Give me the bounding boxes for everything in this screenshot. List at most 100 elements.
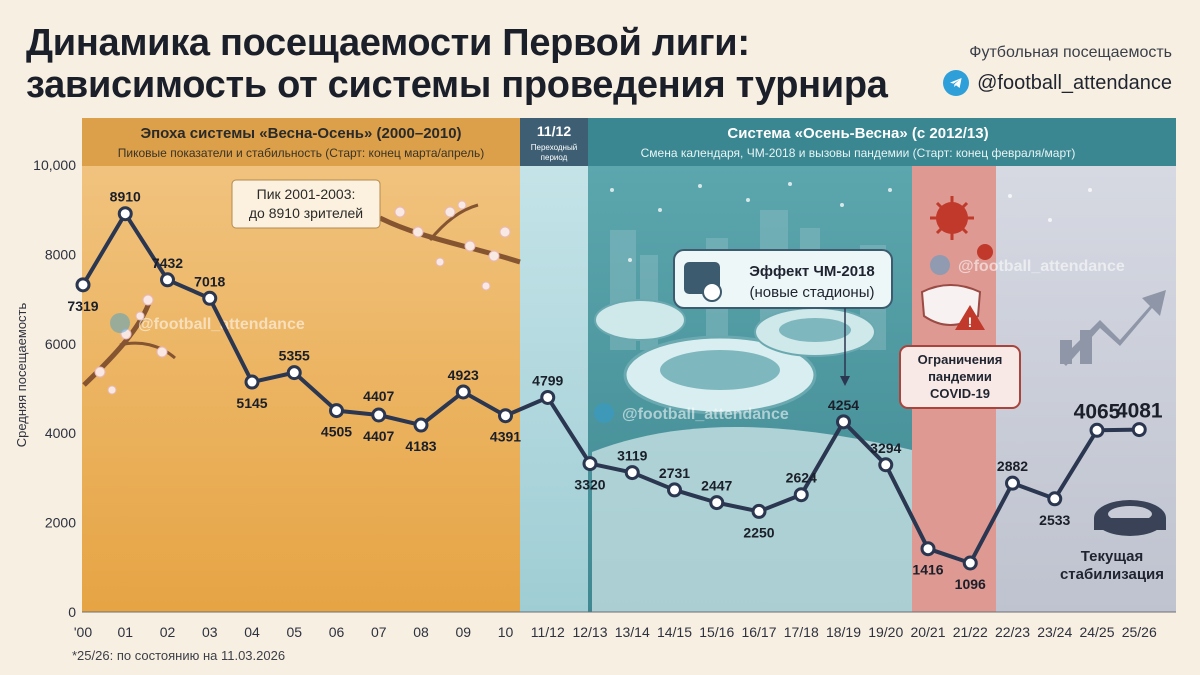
- data-point: [793, 487, 809, 503]
- data-label: 4923: [448, 367, 479, 383]
- title-line-2: зависимость от системы проведения турнир…: [26, 64, 888, 106]
- data-point: [371, 407, 387, 423]
- data-point: [878, 457, 894, 473]
- data-point: [962, 555, 978, 571]
- x-tick-label: 11/12: [531, 624, 565, 640]
- x-tick-label: 07: [371, 624, 387, 640]
- footnote: *25/26: по состоянию на 11.03.2026: [72, 648, 286, 663]
- era-subtitle-autumn-spring: Смена календаря, ЧМ-2018 и вызовы пандем…: [641, 146, 1076, 160]
- x-tick-label: 03: [202, 624, 218, 640]
- data-label: 4505: [321, 424, 352, 440]
- peak-callout-line-2: до 8910 зрителей: [249, 205, 363, 221]
- covid-callout: Ограничения пандемии COVID-19: [899, 345, 1021, 409]
- data-label: 5355: [279, 348, 310, 364]
- svg-text:!: !: [968, 314, 973, 330]
- x-tick-label: 14/15: [657, 624, 692, 640]
- era-band-current: [996, 166, 1176, 612]
- era-header-transition: [520, 118, 588, 166]
- data-point: [709, 495, 725, 511]
- data-label: 7432: [152, 255, 183, 271]
- data-point: [582, 456, 598, 472]
- stadium-small-icon: [1094, 500, 1166, 536]
- y-tick-label: 6000: [45, 336, 76, 352]
- era-subtitle-transition-1: Переходный: [531, 143, 577, 152]
- x-tick-label: 18/19: [826, 624, 861, 640]
- y-axis-label: Средняя посещаемость: [14, 302, 29, 447]
- x-tick-label: 10: [498, 624, 514, 640]
- data-label: 7319: [67, 298, 98, 314]
- era-subtitle-spring-autumn: Пиковые показатели и стабильность (Старт…: [118, 146, 484, 160]
- data-label: 5145: [236, 395, 267, 411]
- telegram-icon: [943, 70, 970, 96]
- data-point: [836, 414, 851, 430]
- data-point: [498, 408, 513, 424]
- era-headers-text: Эпоха системы «Весна-Осень» (2000–2010) …: [118, 123, 1076, 162]
- current-callout: Текущая стабилизация: [1060, 548, 1164, 583]
- peak-callout: Пик 2001-2003: до 8910 зрителей: [231, 179, 381, 229]
- data-label: 4081: [1116, 400, 1163, 423]
- x-tick-label: 05: [286, 624, 302, 640]
- x-tick-label: 25/26: [1122, 624, 1157, 640]
- data-label: 4254: [828, 397, 859, 413]
- data-point: [202, 290, 218, 306]
- covid-callout-line-2: пандемии: [928, 369, 992, 384]
- data-point: [1089, 422, 1105, 438]
- brand-block: Футбольная посещаемость @football_attend…: [943, 44, 1172, 96]
- data-label: 4391: [490, 429, 521, 445]
- data-label: 2250: [743, 524, 774, 540]
- x-tick-label: 23/24: [1037, 624, 1072, 640]
- watermark-3: @football_attendance: [958, 258, 1125, 275]
- x-tick-label: 12/13: [572, 624, 607, 640]
- data-point: [329, 403, 344, 419]
- virus-icon: [930, 196, 993, 260]
- era-header-spring-autumn: [82, 118, 520, 166]
- data-label: 3294: [870, 440, 901, 456]
- brand-handle-row[interactable]: @football_attendance: [943, 70, 1172, 96]
- data-label: 4065: [1074, 400, 1121, 423]
- era-title-transition: 11/12: [537, 123, 571, 139]
- data-point: [1047, 491, 1063, 507]
- current-callout-line-1: Текущая: [1081, 548, 1144, 565]
- x-tick-label: 21/22: [953, 624, 988, 640]
- title-line-1: Динамика посещаемости Первой лиги:: [26, 22, 750, 64]
- x-tick-label: '00: [74, 624, 92, 640]
- data-point: [455, 384, 471, 400]
- data-point: [1131, 422, 1147, 438]
- data-label: 2882: [997, 458, 1028, 474]
- data-label: 4407: [363, 428, 394, 444]
- x-tick-label: 04: [244, 624, 260, 640]
- cherry-branch-illustration: [82, 200, 521, 395]
- trend-up-icon: [1060, 290, 1166, 366]
- data-point: [75, 277, 91, 293]
- x-tick-label: 13/14: [615, 624, 650, 640]
- y-axis: 0 2000 4000 6000 8000 10,000: [33, 157, 76, 620]
- era-header-autumn-spring: [588, 118, 1176, 166]
- data-label: 1416: [912, 562, 943, 578]
- x-tick-label: 17/18: [784, 624, 819, 640]
- data-point: [286, 365, 302, 381]
- y-tick-label: 8000: [45, 246, 76, 262]
- x-tick-label: 20/21: [910, 624, 945, 640]
- y-tick-label: 2000: [45, 515, 76, 531]
- era-subtitle-transition-2: период: [541, 153, 568, 162]
- x-tick-label: 16/17: [741, 624, 776, 640]
- series-line-layer: 7319 8910 7432 7018 5145 5355 4505 4407 4183 4923…: [67, 189, 1163, 592]
- data-label: 1096: [955, 576, 986, 592]
- data-label: 4799: [532, 372, 563, 388]
- world-cup-callout-line-1: Эффект ЧМ-2018: [749, 263, 875, 280]
- x-tick-label: 06: [329, 624, 345, 640]
- data-label: 2731: [659, 465, 690, 481]
- data-point: [160, 272, 175, 288]
- watermark-2: @football_attendance: [622, 406, 789, 423]
- data-label: 3320: [574, 477, 605, 493]
- x-tick-label: 22/23: [995, 624, 1030, 640]
- peak-callout-line-1: Пик 2001-2003:: [257, 186, 356, 202]
- x-tick-label: 09: [455, 624, 471, 640]
- data-point: [1005, 475, 1020, 491]
- brand-caption: Футбольная посещаемость: [969, 44, 1172, 61]
- brand-handle: @football_attendance: [977, 71, 1172, 94]
- era-band-transition: [520, 118, 588, 612]
- data-label: 4183: [405, 438, 436, 454]
- data-point: [540, 389, 556, 405]
